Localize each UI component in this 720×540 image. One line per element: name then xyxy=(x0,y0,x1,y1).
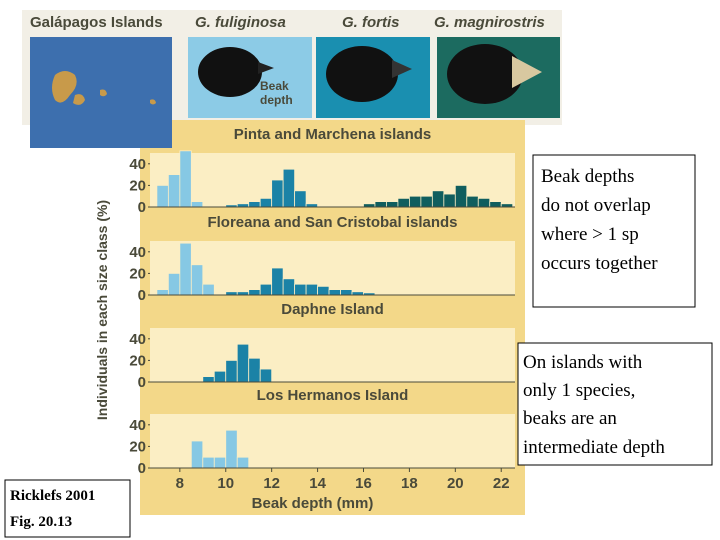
histogram-bar xyxy=(271,179,284,208)
histogram-bar xyxy=(271,267,284,296)
x-tick-label: 16 xyxy=(355,475,372,492)
panel-title: Los Hermanos Island xyxy=(257,387,409,404)
histogram-bar xyxy=(248,201,261,208)
y-tick-label: 40 xyxy=(129,156,146,173)
species-name: G. fuliginosa xyxy=(195,14,286,31)
species-name: G. fortis xyxy=(342,14,400,31)
histogram-bar xyxy=(236,343,250,383)
histogram-bar xyxy=(259,283,273,296)
x-tick-label: 14 xyxy=(309,475,326,492)
histogram-bar xyxy=(179,150,192,208)
histogram-bar xyxy=(340,289,353,296)
histogram-bar xyxy=(386,201,399,208)
islands xyxy=(52,71,156,105)
x-axis-label: Beak depth (mm) xyxy=(252,495,374,512)
histogram-bar xyxy=(225,359,238,383)
y-tick-label: 40 xyxy=(129,331,146,348)
histogram-bar xyxy=(294,190,307,208)
y-tick-label: 40 xyxy=(129,417,146,434)
histogram-bar xyxy=(156,289,169,296)
histogram-bar xyxy=(305,283,318,296)
plot-area xyxy=(150,328,515,382)
histogram-bar xyxy=(236,456,250,469)
note-box xyxy=(517,342,713,466)
histogram-bar xyxy=(202,283,215,296)
histogram-bar xyxy=(156,184,169,208)
panel-title: Floreana and San Cristobal islands xyxy=(207,214,457,231)
y-tick-label: 20 xyxy=(129,352,146,369)
histogram-bar xyxy=(431,190,445,208)
note: On islands with only 1 species, beaks are … xyxy=(523,352,665,458)
histogram-bar xyxy=(420,195,433,208)
histogram-bar xyxy=(282,168,296,208)
beak xyxy=(512,56,542,88)
reference-box xyxy=(4,479,131,538)
x-tick-label: 20 xyxy=(447,475,464,492)
y-tick-label: 20 xyxy=(129,438,146,455)
histogram-bar xyxy=(202,376,215,383)
histogram-bar xyxy=(409,195,422,208)
histogram-bar xyxy=(213,456,227,469)
histogram-bar xyxy=(248,357,261,383)
y-tick-label: 0 xyxy=(138,199,146,216)
histogram-bar xyxy=(443,193,456,208)
panel-title: Pinta and Marchena islands xyxy=(234,126,432,143)
map-title: Galápagos Islands xyxy=(30,14,163,31)
x-tick-label: 10 xyxy=(217,475,234,492)
histogram-bar xyxy=(190,440,204,469)
y-tick-label: 40 xyxy=(129,244,146,261)
y-tick-label: 20 xyxy=(129,265,146,282)
histogram-bar xyxy=(167,272,181,296)
beak-label: Beak depth xyxy=(260,79,293,107)
histogram-bar xyxy=(282,278,296,296)
bird-head xyxy=(198,47,262,97)
y-tick-label: 0 xyxy=(138,287,146,304)
beak xyxy=(392,60,412,78)
y-tick-label: 20 xyxy=(129,177,146,194)
bird-head xyxy=(447,44,523,104)
note: Beak depths do not overlap where > 1 sp occ… xyxy=(541,166,658,274)
histogram-bar xyxy=(259,197,273,208)
x-tick-label: 18 xyxy=(401,475,418,492)
histogram-bar xyxy=(328,289,341,296)
histogram-bar xyxy=(190,201,204,208)
note-box xyxy=(532,154,696,308)
histogram-bar xyxy=(466,195,479,208)
histogram-bar xyxy=(317,285,330,296)
y-tick-label: 0 xyxy=(138,374,146,391)
histogram-bar xyxy=(248,289,261,296)
histogram-bar xyxy=(489,201,502,208)
panel-title: Daphne Island xyxy=(281,301,384,318)
histogram-bar xyxy=(190,264,204,296)
x-tick-label: 8 xyxy=(176,475,184,492)
histogram-bar xyxy=(167,174,181,208)
histogram-bar xyxy=(213,370,227,383)
histogram-bar xyxy=(294,283,307,296)
reference: Ricklefs 2001 Fig. 20.13 xyxy=(10,488,95,530)
x-tick-label: 12 xyxy=(263,475,280,492)
histogram-bar xyxy=(374,201,387,208)
species-name: G. magnirostris xyxy=(434,14,545,31)
beak xyxy=(258,62,274,74)
y-tick-label: 0 xyxy=(138,460,146,477)
histogram-bar xyxy=(454,184,468,208)
histogram-bar xyxy=(397,197,410,208)
y-axis-label: Individuals in each size class (%) xyxy=(94,200,110,420)
x-tick-label: 22 xyxy=(493,475,510,492)
histogram-bar xyxy=(202,456,215,469)
histogram-bar xyxy=(259,368,273,383)
bird-head xyxy=(326,46,398,102)
histogram-bar xyxy=(225,429,238,469)
histogram-bar xyxy=(179,242,192,296)
histogram-bar xyxy=(477,197,491,208)
